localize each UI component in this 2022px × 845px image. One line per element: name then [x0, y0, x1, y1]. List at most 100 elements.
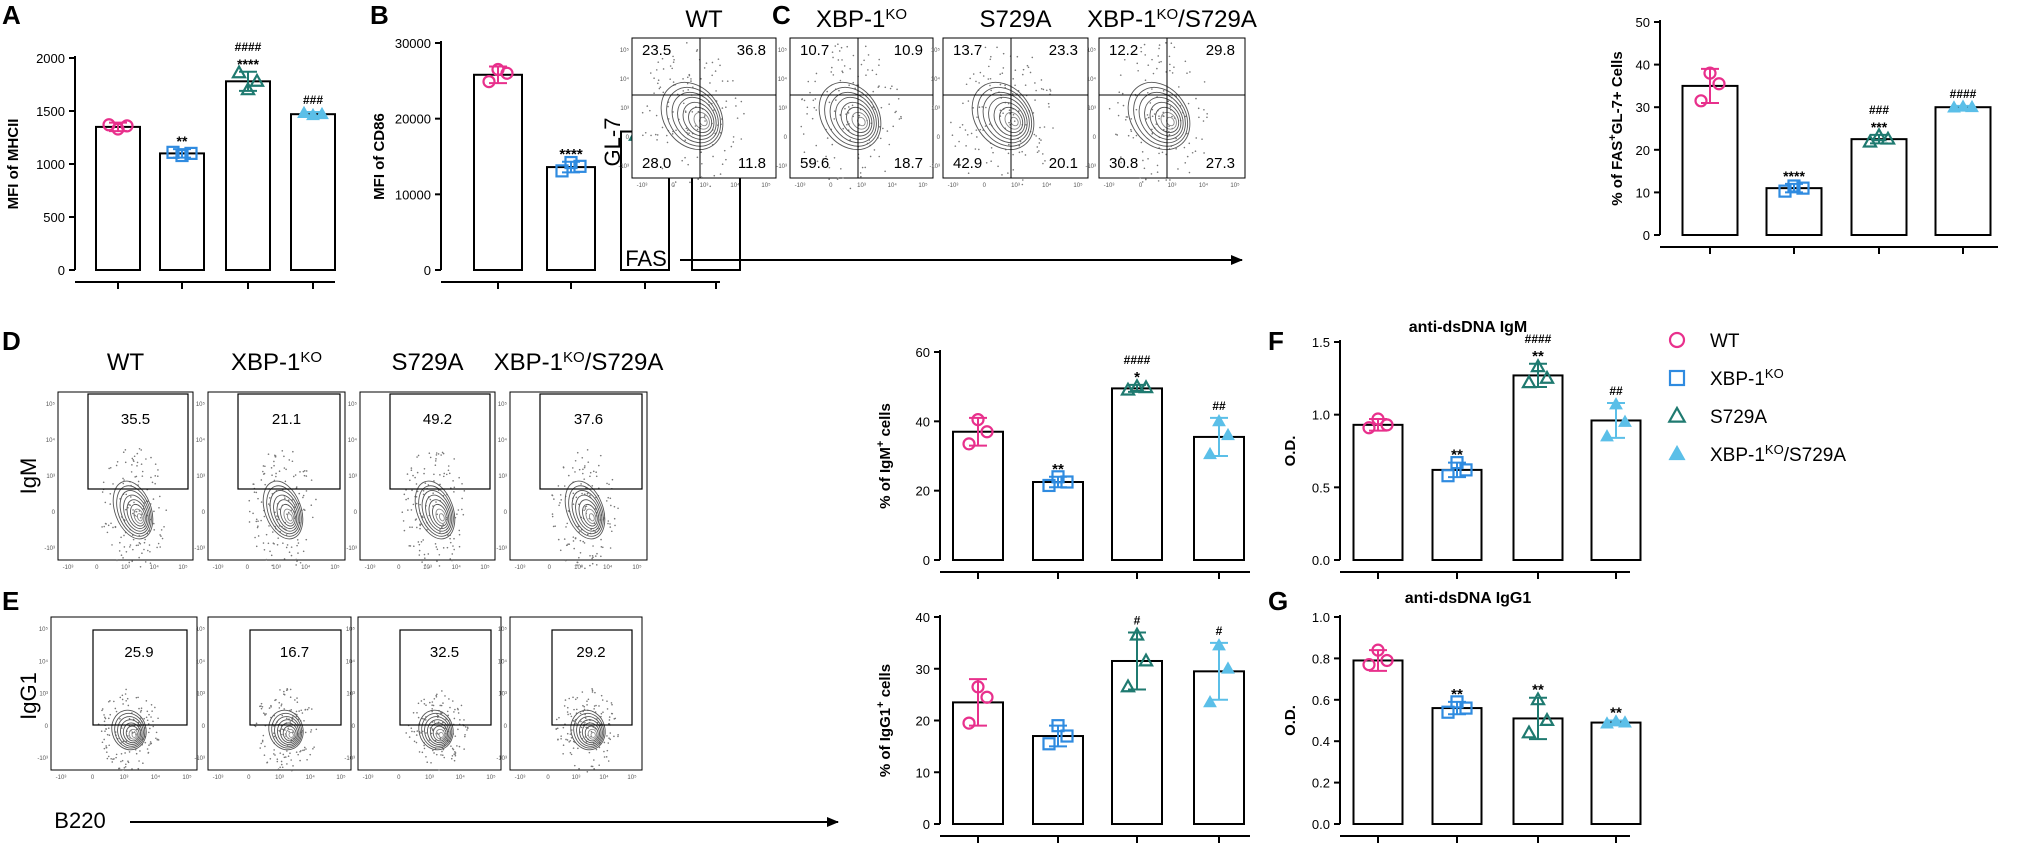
event-dot: [591, 557, 593, 560]
event-dot: [106, 531, 109, 534]
event-dot: [703, 115, 706, 118]
y-tick-label: 0.5: [1312, 480, 1330, 495]
event-dot: [1040, 79, 1043, 81]
event-dot: [448, 698, 450, 700]
y-tick-label: 30000: [395, 36, 431, 51]
event-dot: [826, 90, 829, 93]
event-dot: [584, 717, 587, 719]
data-point: [1138, 652, 1154, 667]
event-dot: [1032, 112, 1035, 114]
event-dot: [443, 472, 446, 475]
data-point: [1618, 715, 1632, 728]
data-point: [1221, 427, 1235, 441]
event-dot: [551, 513, 554, 515]
event-dot: [584, 508, 587, 510]
event-dot: [886, 130, 889, 132]
event-dot: [290, 554, 293, 557]
event-dot: [828, 101, 831, 104]
event-dot: [972, 73, 975, 75]
significance-label: **: [1451, 447, 1463, 464]
event-dot: [1004, 84, 1006, 87]
event-dot: [976, 116, 978, 118]
contour-line: [285, 728, 296, 740]
event-dot: [431, 707, 433, 710]
event-dot: [591, 562, 594, 565]
event-dot: [682, 78, 684, 80]
event-dot: [1022, 179, 1024, 181]
event-dot: [456, 745, 458, 747]
event-dot: [421, 516, 424, 519]
event-dot: [839, 79, 842, 82]
axis-tick-label: 10³: [46, 474, 55, 480]
y-tick-label: 1000: [36, 157, 65, 172]
axis-tick-label: -10³: [346, 546, 357, 552]
contour-line: [128, 728, 139, 740]
panel-letter-c: C: [772, 0, 791, 30]
y-axis-label-main: O.D.: [1282, 436, 1299, 467]
event-dot: [1141, 181, 1144, 183]
plot-frame: [631, 37, 777, 179]
axis-tick-label: 10⁴: [888, 182, 898, 189]
event-dot: [736, 117, 739, 119]
event-dot: [892, 125, 895, 128]
event-dot: [124, 752, 126, 754]
event-dot: [436, 548, 439, 551]
event-dot: [120, 536, 122, 539]
y-tick-label: 0: [1643, 228, 1650, 243]
event-dot: [815, 109, 818, 111]
event-dot: [302, 550, 305, 553]
event-dot: [603, 750, 605, 753]
axis-tick-label: 10⁵: [486, 774, 496, 781]
event-dot: [279, 752, 282, 754]
event-dot: [288, 459, 291, 461]
event-dot: [1042, 162, 1044, 165]
event-dot: [1130, 128, 1132, 131]
event-dot: [990, 89, 992, 92]
event-dot: [583, 705, 586, 708]
gate-box: [87, 393, 189, 490]
event-dot: [407, 509, 409, 511]
event-dot: [267, 503, 270, 505]
event-dot: [583, 542, 586, 544]
event-dot: [139, 542, 142, 545]
event-dot: [1034, 99, 1036, 101]
event-dot: [579, 712, 582, 715]
event-dot: [1162, 115, 1164, 117]
event-dot: [852, 54, 855, 57]
event-dot: [132, 509, 134, 511]
event-dot: [1168, 133, 1171, 136]
event-dot: [165, 509, 168, 512]
y-axis-label: MFI of CD86: [371, 113, 388, 200]
event-dot: [295, 486, 298, 488]
event-dot: [607, 742, 610, 744]
y-tick-label: 500: [43, 210, 65, 225]
contour-line: [851, 111, 868, 130]
contour-line: [585, 508, 597, 524]
event-dot: [304, 708, 307, 711]
event-dot: [1108, 107, 1111, 110]
group-header-name: S729A: [979, 6, 1051, 33]
event-dot: [552, 525, 555, 528]
event-dot: [147, 723, 150, 725]
event-dot: [263, 472, 266, 475]
event-dot: [306, 708, 309, 711]
contour-line: [587, 728, 598, 740]
event-dot: [582, 704, 584, 707]
event-dot: [610, 530, 613, 533]
gate-percentage: 25.9: [124, 644, 153, 661]
event-dot: [712, 155, 714, 158]
event-dot: [296, 539, 299, 541]
event-dot: [572, 540, 575, 542]
contour-line: [424, 716, 451, 747]
axis-tick-label: 0: [52, 510, 56, 516]
event-dot: [1191, 151, 1194, 154]
event-dot: [610, 702, 613, 704]
event-dot: [283, 690, 285, 693]
event-dot: [837, 43, 839, 46]
event-dot: [656, 134, 659, 136]
event-dot: [310, 504, 313, 507]
event-dot: [990, 55, 992, 58]
event-dot: [421, 730, 424, 733]
contour-line: [126, 499, 148, 530]
event-dot: [1139, 176, 1142, 179]
